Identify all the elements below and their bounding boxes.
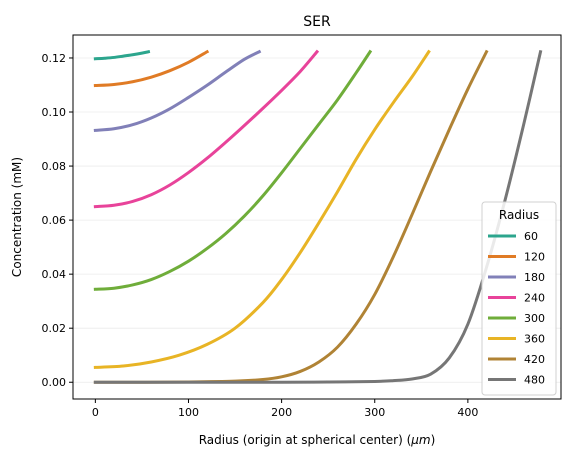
x-tick-label-4: 400: [457, 406, 478, 419]
series-line-480: [93, 49, 543, 384]
legend-title: Radius: [499, 208, 539, 222]
legend: Radius 60 120 180 240 300 360 420 480: [481, 201, 557, 396]
x-tick-label-3: 300: [364, 406, 385, 419]
x-tick-label-1: 100: [178, 406, 199, 419]
y-tick-label-5: 0.10: [42, 106, 67, 119]
x-axis-label-unit: μm: [410, 433, 430, 447]
legend-label-420: 420: [524, 353, 545, 366]
series-line-120: [93, 49, 210, 88]
legend-label-60: 60: [524, 230, 538, 243]
legend-label-300: 300: [524, 312, 545, 325]
x-tick-label-2: 200: [271, 406, 292, 419]
series-line-60: [93, 49, 151, 61]
x-tick-label-0: 0: [92, 406, 99, 419]
y-tick-label-1: 0.02: [42, 322, 67, 335]
series-line-360: [93, 49, 431, 369]
x-axis-label: Radius (origin at spherical center) (μm): [199, 433, 436, 447]
series-line-300: [93, 49, 373, 291]
legend-label-240: 240: [524, 292, 545, 305]
y-tick-label-3: 0.06: [42, 214, 67, 227]
legend-items: 60 120 180 240 300 360 420 480: [488, 230, 545, 387]
legend-label-180: 180: [524, 271, 545, 284]
legend-label-480: 480: [524, 374, 545, 387]
y-axis-ticks: 0.00 0.02 0.04 0.06 0.08 0.10 0.12: [42, 52, 73, 389]
y-tick-label-6: 0.12: [42, 52, 67, 65]
legend-label-120: 120: [524, 251, 545, 264]
y-tick-label-4: 0.08: [42, 160, 67, 173]
legend-label-360: 360: [524, 333, 545, 346]
y-axis-label: Concentration (mM): [10, 157, 24, 277]
chart-title: SER: [303, 14, 331, 30]
y-tick-label-0: 0.00: [42, 376, 67, 389]
legend-box: [481, 201, 557, 396]
plot-frame: [72, 34, 562, 400]
series-line-180: [93, 49, 262, 133]
series-group: [93, 49, 543, 384]
x-axis-label-close: ): [431, 433, 436, 447]
x-axis-ticks: 0 100 200 300 400: [92, 399, 478, 419]
series-line-240: [93, 49, 320, 209]
y-tick-label-2: 0.04: [42, 268, 67, 281]
x-axis-label-text: Radius (origin at spherical center) (: [199, 433, 412, 447]
